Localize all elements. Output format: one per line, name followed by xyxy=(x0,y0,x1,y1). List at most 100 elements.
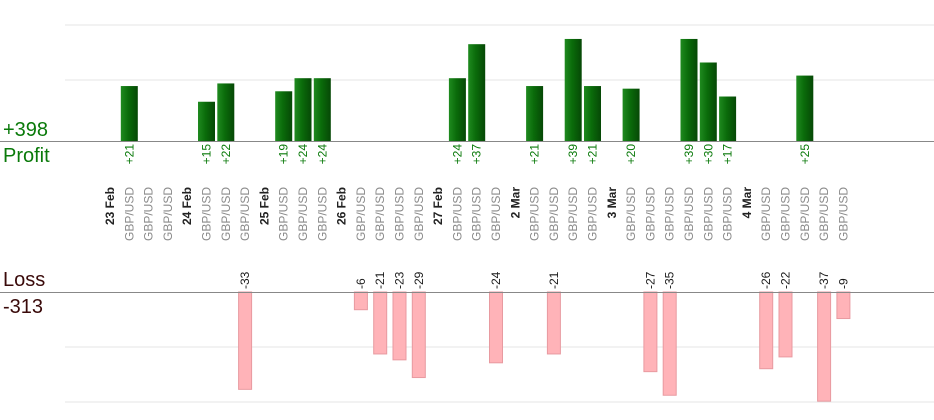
pair-label: GBP/USD xyxy=(682,187,696,241)
pair-label: GBP/USD xyxy=(238,187,252,241)
loss-value-label: -26 xyxy=(759,271,773,289)
loss-value-label: -24 xyxy=(489,271,503,289)
date-label: 3 Mar xyxy=(605,187,619,219)
date-label: 4 Mar xyxy=(740,187,754,219)
profit-bar xyxy=(622,88,640,141)
profit-bar xyxy=(680,38,698,142)
pair-label: GBP/USD xyxy=(373,187,387,241)
loss-bar xyxy=(489,291,503,364)
pair-label: GBP/USD xyxy=(547,187,561,241)
pair-label: GBP/USD xyxy=(277,187,291,241)
loss-bar xyxy=(392,291,407,361)
pair-label: GBP/USD xyxy=(142,187,156,241)
profit-bar xyxy=(468,44,486,141)
profit-value-label: +22 xyxy=(219,144,233,165)
loss-bar xyxy=(643,291,658,373)
pair-label: GBP/USD xyxy=(663,187,677,241)
pair-label: GBP/USD xyxy=(817,187,831,241)
pair-label: GBP/USD xyxy=(643,187,657,241)
pair-label: GBP/USD xyxy=(721,187,735,241)
bars xyxy=(120,38,851,402)
loss-label: Loss xyxy=(3,269,46,291)
pair-label: GBP/USD xyxy=(624,187,638,241)
loss-bar xyxy=(817,291,832,402)
date-label: 26 Feb xyxy=(335,187,349,225)
profit-bar xyxy=(526,86,544,141)
loss-value-label: -27 xyxy=(643,271,657,289)
category-labels: 23 Feb GBP/USD GBP/USD GBP/USD 24 Feb GBP/USD… xyxy=(103,187,850,241)
profit-bar xyxy=(198,101,215,141)
pair-label: GBP/USD xyxy=(489,187,503,241)
loss-bar xyxy=(836,291,851,320)
loss-bar xyxy=(778,291,793,358)
profit-bar xyxy=(584,86,601,141)
profit-value-label: +24 xyxy=(296,144,310,165)
pair-label: GBP/USD xyxy=(779,187,793,241)
pair-label: GBP/USD xyxy=(315,187,329,241)
pair-label: GBP/USD xyxy=(586,187,600,241)
profit-value-label: +21 xyxy=(528,144,542,165)
loss-value-label: -37 xyxy=(817,271,831,289)
profit-value-label: +39 xyxy=(682,144,696,165)
profit-bar xyxy=(719,96,737,141)
profit-total: +398 xyxy=(3,119,49,141)
pair-label: GBP/USD xyxy=(122,187,136,241)
loss-value-label: -21 xyxy=(547,271,561,289)
profit-bar xyxy=(796,75,814,141)
loss-bar xyxy=(759,291,774,370)
date-label: 23 Feb xyxy=(103,187,117,225)
loss-value-label: -23 xyxy=(393,271,407,289)
loss-value-label: -33 xyxy=(238,271,252,289)
pair-label: GBP/USD xyxy=(528,187,542,241)
profit-bar xyxy=(699,62,717,141)
profit-value-label: +17 xyxy=(721,144,735,165)
loss-bar xyxy=(353,291,368,311)
pair-label: GBP/USD xyxy=(354,187,368,241)
profit-value-label: +21 xyxy=(122,144,136,165)
baselines xyxy=(0,141,934,293)
profit-value-label: +19 xyxy=(277,144,291,165)
profit-value-label: +24 xyxy=(450,144,464,165)
pair-label: GBP/USD xyxy=(412,187,426,241)
profit-value-label: +37 xyxy=(470,144,484,165)
loss-value-label: -22 xyxy=(779,271,793,289)
loss-bar xyxy=(373,291,388,355)
profit-bar xyxy=(448,78,466,141)
value-labels: +21 +15 +22 -33 +19 +24 +24 -6 -21 -23 -29 +24 +37 -2… xyxy=(122,144,850,289)
pair-label: GBP/USD xyxy=(161,187,175,241)
profit-value-label: +39 xyxy=(566,144,580,165)
pair-label: GBP/USD xyxy=(200,187,214,241)
loss-value-label: -35 xyxy=(663,271,677,289)
pair-label: GBP/USD xyxy=(566,187,580,241)
loss-value-label: -29 xyxy=(412,271,426,289)
date-label: 24 Feb xyxy=(180,187,194,225)
profit-label: Profit xyxy=(3,145,50,167)
profit-value-label: +25 xyxy=(798,144,812,165)
profit-value-label: +20 xyxy=(624,144,638,165)
profit-bar xyxy=(294,78,312,141)
pair-label: GBP/USD xyxy=(219,187,233,241)
loss-bar xyxy=(546,291,561,355)
profit-value-label: +21 xyxy=(586,144,600,165)
pair-label: GBP/USD xyxy=(701,187,715,241)
pair-label: GBP/USD xyxy=(470,187,484,241)
profit-value-label: +24 xyxy=(315,144,329,165)
pair-label: GBP/USD xyxy=(296,187,310,241)
date-label: 2 Mar xyxy=(508,187,522,219)
pair-label: GBP/USD xyxy=(759,187,773,241)
loss-bar xyxy=(238,291,253,390)
loss-total: -313 xyxy=(3,296,44,318)
loss-bar xyxy=(411,291,426,379)
loss-bar xyxy=(662,291,677,396)
profit-value-label: +15 xyxy=(200,144,214,165)
loss-value-label: -21 xyxy=(373,271,387,289)
profit-bar xyxy=(217,83,235,141)
profit-bar xyxy=(313,78,331,141)
pair-label: GBP/USD xyxy=(798,187,812,241)
pair-label: GBP/USD xyxy=(836,187,850,241)
profit-bar xyxy=(564,38,582,142)
date-label: 27 Feb xyxy=(431,187,445,225)
loss-value-label: -9 xyxy=(836,278,850,289)
profit-bar xyxy=(120,86,138,141)
